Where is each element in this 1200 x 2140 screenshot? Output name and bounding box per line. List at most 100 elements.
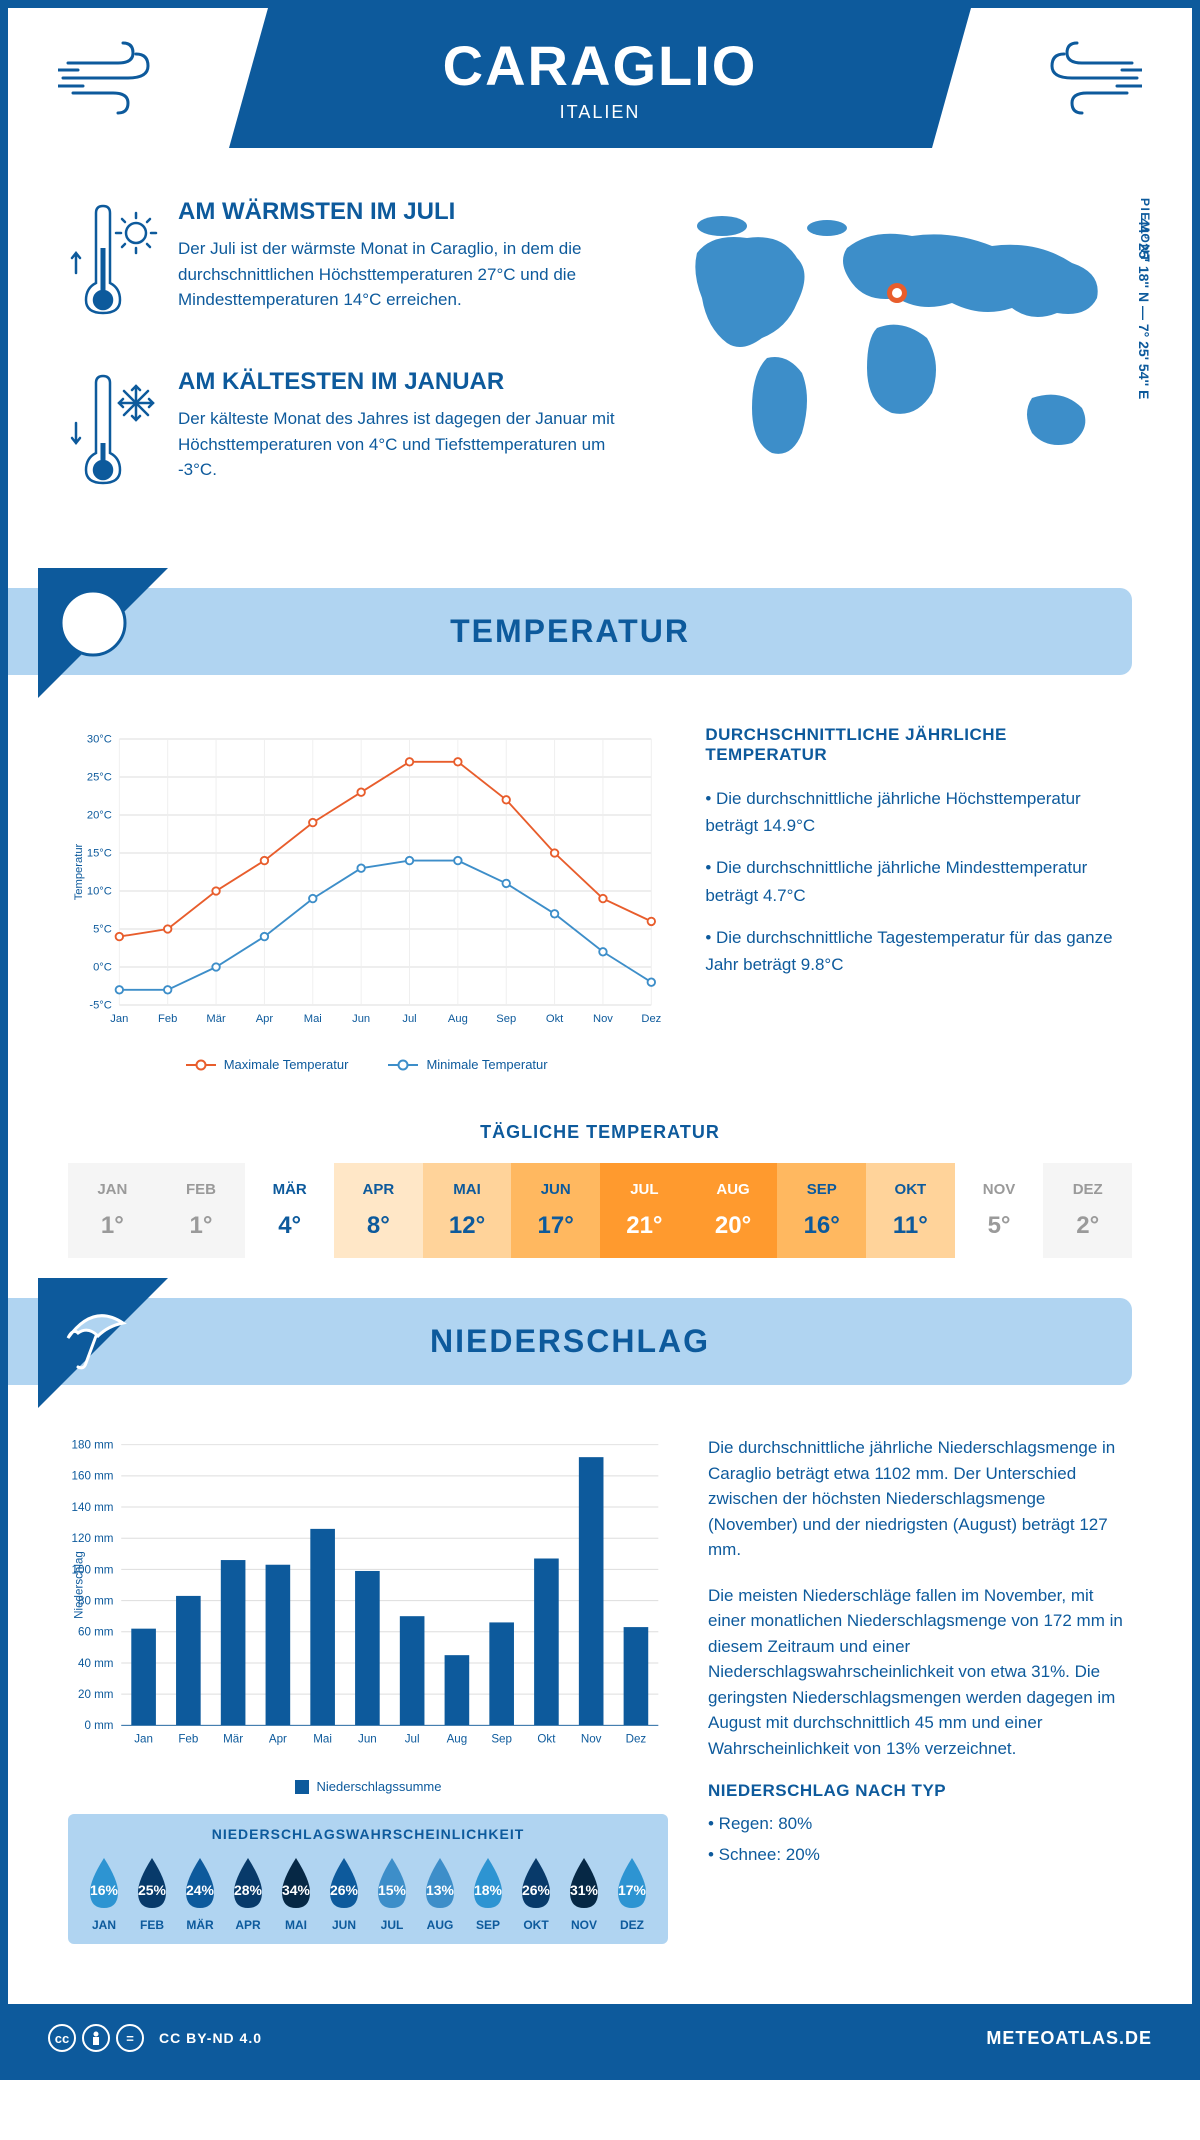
site-name: METEOATLAS.DE [986, 2028, 1152, 2049]
probability-drop: 31%NOV [560, 1854, 608, 1932]
drop-month: AUG [416, 1918, 464, 1932]
temp-info-item: • Die durchschnittliche jährliche Höchst… [705, 785, 1132, 839]
warm-title: AM WÄRMSTEN IM JULI [178, 198, 622, 226]
precip-p2: Die meisten Niederschläge fallen im Nove… [708, 1583, 1132, 1762]
svg-text:Niederschlag: Niederschlag [73, 1551, 86, 1619]
drop-value: 26% [522, 1882, 550, 1898]
chart-legend: Maximale Temperatur Minimale Temperatur [68, 1057, 665, 1072]
temperature-section: -5°C0°C5°C10°C15°C20°C25°C30°CJanFebMärA… [8, 705, 1192, 1092]
svg-text:15°C: 15°C [87, 848, 112, 860]
drop-month: DEZ [608, 1918, 656, 1932]
drop-value: 25% [138, 1882, 166, 1898]
daily-month: MÄR [245, 1181, 334, 1198]
svg-text:Aug: Aug [447, 1733, 468, 1746]
svg-text:Sep: Sep [496, 1013, 516, 1025]
daily-month: SEP [777, 1181, 866, 1198]
svg-text:5°C: 5°C [93, 924, 112, 936]
probability-drop: 13%AUG [416, 1854, 464, 1932]
svg-text:25°C: 25°C [87, 772, 112, 784]
footer-left: cc = CC BY-ND 4.0 [48, 2024, 262, 2052]
daily-value: 4° [245, 1212, 334, 1240]
svg-text:Dez: Dez [626, 1733, 647, 1746]
daily-temperature-grid: JAN 1°FEB1°MÄR 4°APR 8°MAI12°JUN17°JUL21°AU… [68, 1163, 1132, 1258]
daily-month: AUG [689, 1181, 778, 1198]
temperature-title: TEMPERATUR [8, 613, 1132, 650]
svg-text:Mär: Mär [223, 1733, 243, 1746]
bar-chart: 0 mm20 mm40 mm60 mm80 mm100 mm120 mm140 … [68, 1435, 668, 1764]
daily-cell: FEB1° [157, 1163, 246, 1258]
wind-icon [58, 38, 178, 118]
svg-text:Apr: Apr [269, 1733, 287, 1746]
map-container: PIEMONT 44° 25' 18'' N — 7° 25' 54'' E [652, 198, 1132, 538]
drop-month: MAI [272, 1918, 320, 1932]
cold-title: AM KÄLTESTEN IM JANUAR [178, 368, 622, 396]
probability-drop: 18% SEP [464, 1854, 512, 1932]
svg-text:0 mm: 0 mm [84, 1720, 113, 1733]
probability-drop: 26% JUN [320, 1854, 368, 1932]
precip-p1: Die durchschnittliche jährliche Niedersc… [708, 1435, 1132, 1563]
legend-min: Minimale Temperatur [388, 1057, 547, 1072]
daily-value: 8° [334, 1212, 423, 1240]
precip-type-title: NIEDERSCHLAG NACH TYP [708, 1781, 1132, 1801]
probability-drop: 24%MÄR [176, 1854, 224, 1932]
daily-cell: JUN17° [511, 1163, 600, 1258]
probability-box: NIEDERSCHLAGSWAHRSCHEINLICHKEIT 16%JAN25… [68, 1814, 668, 1944]
precip-type-item: • Schnee: 20% [708, 1842, 1132, 1868]
daily-cell: MAI12° [423, 1163, 512, 1258]
svg-text:Sep: Sep [491, 1733, 512, 1746]
drop-month: FEB [128, 1918, 176, 1932]
intro-section: AM WÄRMSTEN IM JULI Der Juli ist der wär… [8, 148, 1192, 568]
world-map-icon [652, 198, 1132, 478]
wind-icon [1022, 38, 1142, 118]
svg-text:Dez: Dez [641, 1013, 661, 1025]
probability-drop: 25% FEB [128, 1854, 176, 1932]
nd-icon: = [116, 2024, 144, 2052]
svg-text:-5°C: -5°C [89, 1000, 112, 1012]
daily-cell: OKT11° [866, 1163, 955, 1258]
coordinates: 44° 25' 18'' N — 7° 25' 54'' E [1136, 218, 1152, 399]
sun-icon [38, 568, 168, 698]
daily-value: 5° [955, 1212, 1044, 1240]
daily-month: DEZ [1043, 1181, 1132, 1198]
drop-month: MÄR [176, 1918, 224, 1932]
drop-month: SEP [464, 1918, 512, 1932]
svg-text:180 mm: 180 mm [72, 1439, 114, 1452]
daily-month: NOV [955, 1181, 1044, 1198]
precipitation-banner: NIEDERSCHLAG [8, 1298, 1132, 1385]
svg-text:Jan: Jan [110, 1013, 128, 1025]
svg-text:Jul: Jul [402, 1013, 416, 1025]
drop-month: JUN [320, 1918, 368, 1932]
svg-text:60 mm: 60 mm [78, 1626, 113, 1639]
daily-value: 17° [511, 1212, 600, 1240]
drop-value: 34% [282, 1882, 310, 1898]
svg-text:Mär: Mär [206, 1013, 226, 1025]
warm-block: AM WÄRMSTEN IM JULI Der Juli ist der wär… [68, 198, 622, 328]
svg-text:Okt: Okt [537, 1733, 556, 1746]
page-title: CARAGLIO [443, 33, 758, 98]
daily-value: 1° [68, 1212, 157, 1240]
daily-value: 12° [423, 1212, 512, 1240]
cold-block: AM KÄLTESTEN IM JANUAR Der kälteste Mona… [68, 368, 622, 498]
drop-month: OKT [512, 1918, 560, 1932]
daily-cell: JUL21° [600, 1163, 689, 1258]
daily-cell: MÄR 4° [245, 1163, 334, 1258]
daily-month: APR [334, 1181, 423, 1198]
daily-cell: APR 8° [334, 1163, 423, 1258]
by-icon [82, 2024, 110, 2052]
drop-value: 18% [474, 1882, 502, 1898]
svg-text:20 mm: 20 mm [78, 1688, 113, 1701]
svg-text:0°C: 0°C [93, 962, 112, 974]
probability-drop: 26% OKT [512, 1854, 560, 1932]
daily-cell: SEP 16° [777, 1163, 866, 1258]
daily-value: 16° [777, 1212, 866, 1240]
temp-info-item: • Die durchschnittliche Tagestemperatur … [705, 924, 1132, 978]
probability-drops: 16%JAN25%FEB24%MÄR28%APR34%MAI26%JUN15%J… [80, 1854, 656, 1932]
daily-value: 11° [866, 1212, 955, 1240]
cc-icon: cc [48, 2024, 76, 2052]
drop-value: 26% [330, 1882, 358, 1898]
precip-type-item: • Regen: 80% [708, 1811, 1132, 1837]
temperature-banner: TEMPERATUR [8, 588, 1132, 675]
svg-text:Jun: Jun [352, 1013, 370, 1025]
drop-value: 31% [570, 1882, 598, 1898]
daily-month: JAN [68, 1181, 157, 1198]
